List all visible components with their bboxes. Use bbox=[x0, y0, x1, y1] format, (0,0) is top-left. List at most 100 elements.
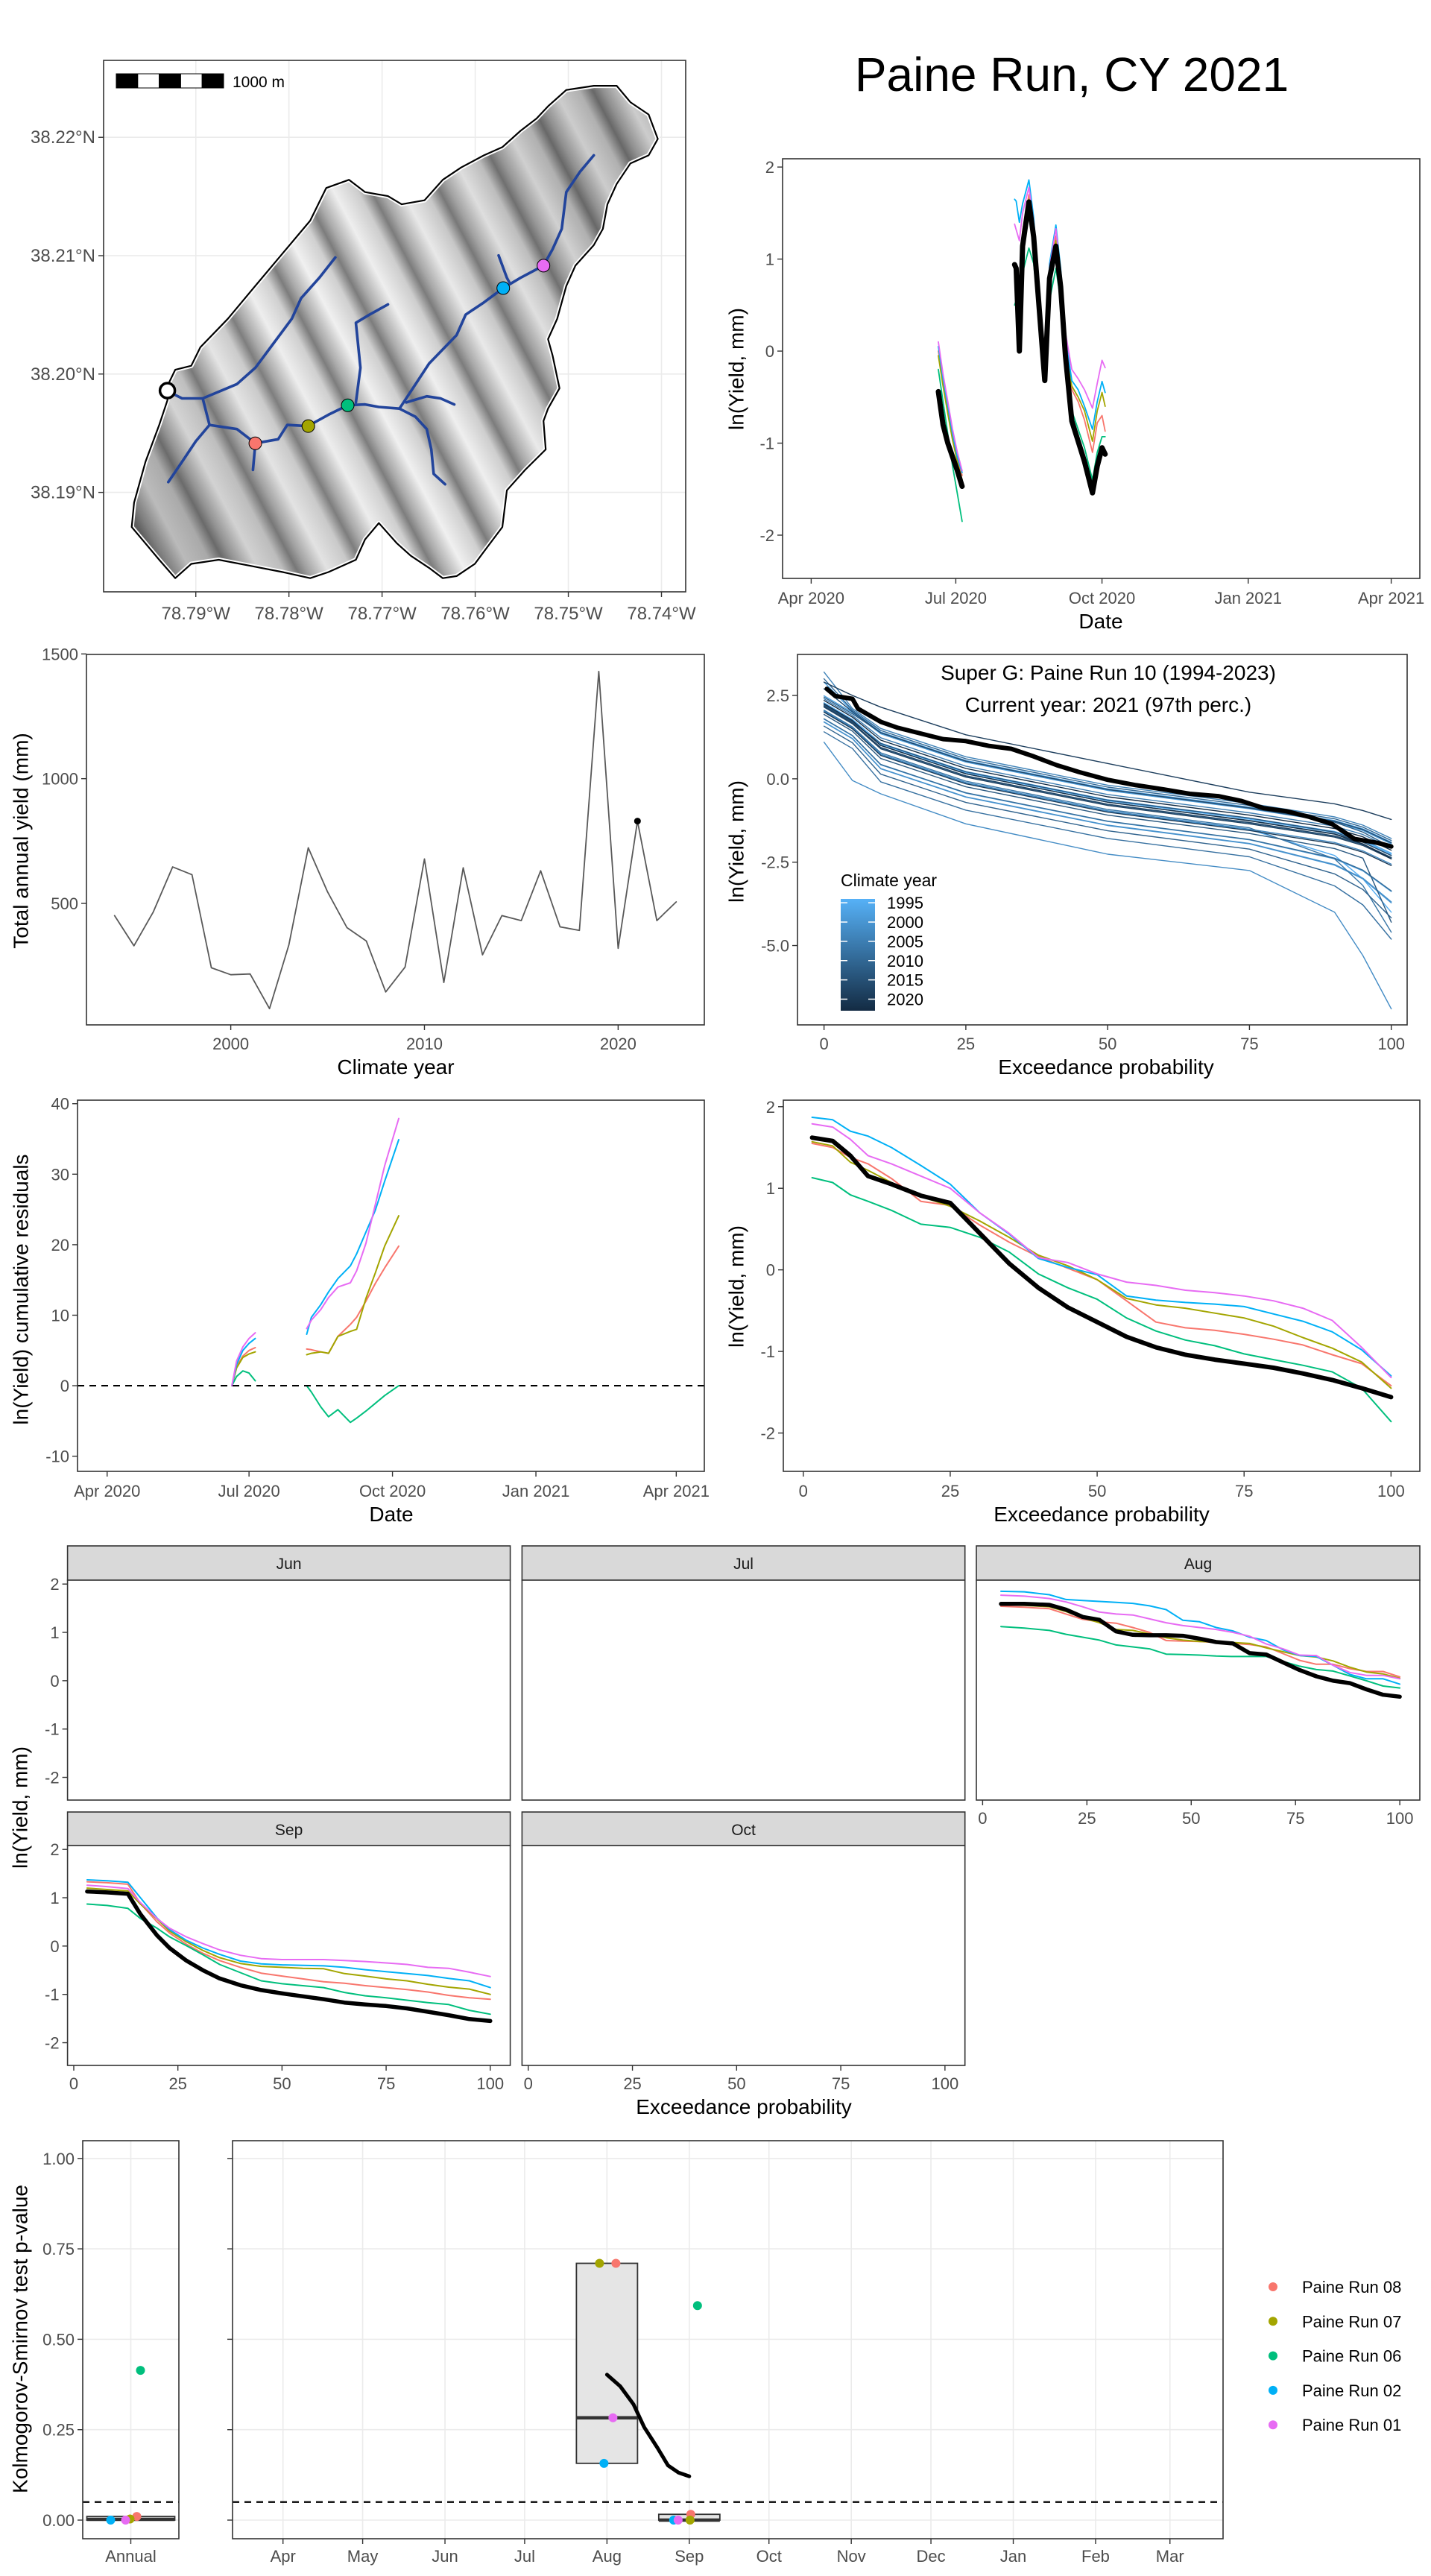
ks-point-paine-run-01 bbox=[121, 2516, 130, 2525]
cumulative-residuals-chart: Apr 2020 Jul 2020 Oct 2020 Jan 2021 Apr 2021… bbox=[45, 1095, 710, 1500]
boxplot-box bbox=[575, 2262, 639, 2464]
legend-label: Paine Run 01 bbox=[1302, 2416, 1401, 2434]
x-tick-label: 0 bbox=[819, 1035, 828, 1053]
x-tick-label: 100 bbox=[1377, 1482, 1405, 1500]
x-tick-label: 50 bbox=[1182, 1809, 1200, 1828]
scale-bar-segment bbox=[137, 73, 160, 89]
y-tick-label: -2 bbox=[759, 526, 774, 545]
x-tick-label: 75 bbox=[832, 2074, 850, 2093]
scale-bar-segment bbox=[180, 73, 203, 89]
x-tick-label: Feb bbox=[1081, 2547, 1110, 2566]
x-tick-label: Dec bbox=[917, 2547, 946, 2566]
fdc-y-axis-title: ln(Yield, mm) bbox=[725, 780, 748, 903]
y-tick-label: 1 bbox=[766, 1179, 775, 1198]
climate-year-line-2001 bbox=[823, 721, 1392, 903]
x-tick-label: 2010 bbox=[406, 1035, 443, 1053]
y-tick-label: 38.19°N bbox=[31, 483, 95, 503]
plot-background bbox=[522, 1846, 965, 2065]
x-tick-label: Apr 2021 bbox=[643, 1482, 710, 1500]
series-line-paine-run-06 bbox=[1000, 1626, 1401, 1689]
ks-point-paine-run-06 bbox=[692, 2301, 702, 2311]
y-tick-label: 38.21°N bbox=[31, 246, 95, 266]
y-tick-label: -5.0 bbox=[761, 937, 789, 956]
y-tick-label: 1500 bbox=[42, 645, 78, 663]
series-line-paine-run-01 bbox=[1000, 1594, 1401, 1680]
facet-strip-label: Jul bbox=[733, 1556, 754, 1573]
ks-annual-panel: 0.00 0.25 0.50 0.75 1.00 Annual bbox=[42, 2140, 180, 2566]
y-tick-label: 38.22°N bbox=[31, 127, 95, 148]
y-tick-label: 2.5 bbox=[766, 686, 789, 705]
watershed-map: 1000 m 78.79°W 78.78°W 78.77°W 78.76°W 78.75°… bbox=[31, 60, 696, 624]
facet-strip bbox=[521, 1811, 966, 1846]
y-tick-label: -2 bbox=[45, 2034, 60, 2053]
y-tick-label: -1 bbox=[759, 435, 774, 453]
x-tick-label: 25 bbox=[168, 2074, 186, 2093]
x-tick-label: Aug bbox=[593, 2547, 622, 2566]
cumulative-residuals-x-axis-title: Date bbox=[369, 1503, 413, 1526]
series-line-paine-run-07 bbox=[306, 1215, 399, 1356]
legend-item-paine-run-02: Paine Run 02 bbox=[1269, 2381, 1401, 2400]
legend-label: Paine Run 08 bbox=[1302, 2278, 1401, 2296]
y-tick-label: 2 bbox=[50, 1840, 59, 1859]
ks-point-paine-run-01 bbox=[608, 2413, 618, 2422]
series-line-paine-run-10 bbox=[85, 1889, 493, 2024]
fdc-sites-chart: 0 25 50 75 100 2 1 0 -1 -2 bbox=[760, 1098, 1421, 1500]
x-tick-label: 2000 bbox=[212, 1035, 249, 1053]
y-tick-label: 0 bbox=[766, 1261, 775, 1280]
stream-line bbox=[167, 423, 211, 484]
legend-swatch bbox=[1269, 2420, 1277, 2430]
series-line-paine-run-02 bbox=[86, 1879, 491, 1989]
ks-monthly-panel: Apr May Jun Jul Aug Sep Oct Nov Dec Jan Feb Mar bbox=[227, 2140, 1224, 2566]
gauge-marker-paine-run-02 bbox=[496, 281, 511, 295]
ks-y-axis-title: Kolmogorov-Smirnov test p-value bbox=[9, 2185, 32, 2493]
x-tick-label: Jan bbox=[1000, 2547, 1026, 2566]
y-tick-label: -1 bbox=[760, 1342, 775, 1361]
page-title: Paine Run, CY 2021 bbox=[855, 48, 1289, 101]
y-tick-label: 40 bbox=[51, 1095, 69, 1114]
plot-background bbox=[67, 1846, 511, 2065]
climate-year-line-2007 bbox=[823, 710, 1392, 933]
climate-year-line-1997 bbox=[823, 681, 1392, 843]
x-tick-label: 50 bbox=[727, 2074, 745, 2093]
climate-year-line-2003 bbox=[823, 710, 1392, 865]
x-tick-label: 75 bbox=[1240, 1035, 1258, 1053]
plot-border bbox=[66, 1845, 511, 2066]
plot-background bbox=[78, 1100, 704, 1471]
y-tick-label: -1 bbox=[45, 1986, 60, 2004]
plot-border bbox=[66, 1579, 511, 1801]
y-tick-label: 0 bbox=[60, 1377, 69, 1395]
climate-year-line-2010 bbox=[823, 678, 1392, 842]
legend-item-paine-run-07: Paine Run 07 bbox=[1269, 2312, 1401, 2331]
plot-border bbox=[521, 1845, 966, 2066]
plot-background bbox=[86, 654, 704, 1025]
ks-point-paine-run-02 bbox=[599, 2458, 609, 2468]
y-tick-label: 1 bbox=[50, 1623, 59, 1642]
fdc-sites-x-axis-title: Exceedance probability bbox=[994, 1503, 1210, 1526]
facet-strip bbox=[66, 1811, 511, 1846]
y-tick-label: 0 bbox=[50, 1937, 59, 1956]
colorbar-label: 2010 bbox=[887, 952, 923, 970]
facet-panel-oct: Oct 0 25 50 75 100 bbox=[521, 1811, 966, 2093]
series-line-paine-run-08 bbox=[306, 1245, 399, 1354]
x-tick-label: 50 bbox=[1099, 1035, 1116, 1053]
current-year-line bbox=[824, 686, 1394, 849]
plot-background bbox=[976, 1580, 1420, 1800]
gauge-marker-paine-run-08 bbox=[248, 436, 262, 450]
series-line-paine-run-07 bbox=[938, 355, 963, 481]
gauge-marker-paine-run-07 bbox=[301, 419, 315, 433]
climate-year-line-2004 bbox=[823, 672, 1392, 839]
y-tick-label: 38.20°N bbox=[31, 364, 95, 385]
x-tick-label: 100 bbox=[476, 2074, 504, 2093]
colorbar-label: 2020 bbox=[887, 990, 923, 1008]
climate-year-line-2017 bbox=[823, 705, 1392, 859]
annual-yield-x-axis-title: Climate year bbox=[337, 1055, 454, 1079]
scale-bar-label: 1000 m bbox=[233, 74, 285, 91]
series-line-paine-run-10 bbox=[935, 388, 965, 489]
legend-swatch bbox=[1269, 2385, 1277, 2395]
colorbar-label: 2015 bbox=[887, 971, 923, 990]
plot-border bbox=[77, 1099, 705, 1472]
stream-line bbox=[398, 154, 596, 410]
plot-border bbox=[797, 654, 1408, 1026]
